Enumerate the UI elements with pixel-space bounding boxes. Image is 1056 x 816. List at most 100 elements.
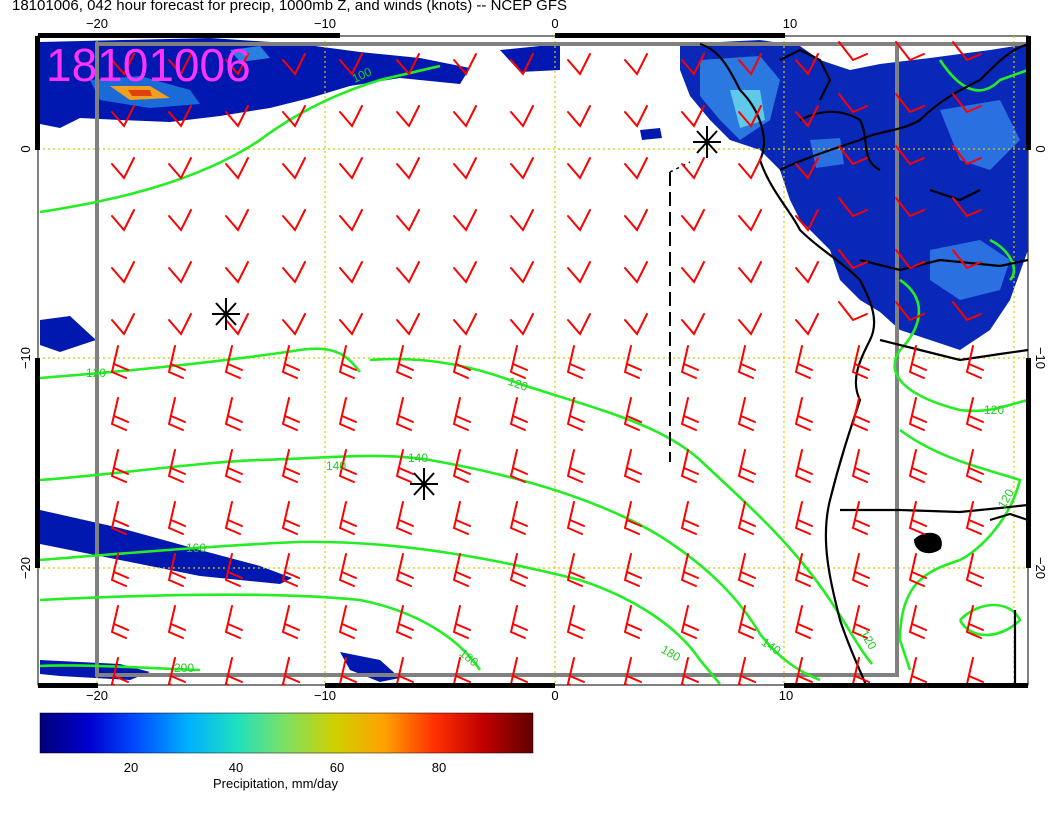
wind-barb	[838, 301, 868, 321]
wind-barb	[339, 53, 363, 76]
wind-barb	[895, 145, 925, 165]
lon-labels-top: −20 −10 0 10	[86, 16, 797, 31]
wind-barb	[681, 313, 705, 336]
wind-barb	[852, 345, 870, 379]
graticule	[38, 36, 1028, 685]
wind-barb	[396, 157, 420, 180]
wind-barb	[339, 553, 357, 587]
contour-label: 200	[174, 661, 194, 675]
wind-barb	[681, 345, 699, 379]
wind-barb	[567, 449, 585, 483]
storm-markers	[212, 126, 721, 500]
wind-barb	[282, 605, 300, 639]
wind-barb	[909, 605, 927, 639]
wind-barb	[952, 197, 982, 217]
wind-barb	[282, 105, 306, 128]
wind-barb	[624, 657, 642, 685]
wind-barb	[225, 605, 243, 639]
wind-barb	[339, 105, 363, 128]
wind-barb	[396, 345, 414, 379]
contour-label: 120	[984, 403, 1004, 417]
contour-label: 120	[506, 374, 530, 394]
wind-barb	[681, 53, 705, 76]
wind-barb	[624, 501, 642, 535]
wind-barb	[681, 209, 705, 232]
wind-barb	[396, 313, 420, 336]
wind-barb	[510, 53, 534, 76]
wind-barb	[909, 449, 927, 483]
wind-barb	[838, 249, 868, 269]
wind-barb	[738, 501, 756, 535]
wind-barb	[396, 53, 420, 76]
wind-barb	[895, 301, 925, 321]
wind-barb	[681, 105, 705, 128]
wind-barb	[225, 397, 243, 431]
wind-barb	[567, 657, 585, 685]
wind-barb	[966, 657, 984, 685]
lat-tick-label: −10	[18, 347, 33, 369]
wind-barb	[567, 313, 591, 336]
wind-barb	[895, 93, 925, 113]
wind-barb	[339, 313, 363, 336]
wind-barb	[339, 501, 357, 535]
contour-label: 140	[326, 459, 346, 473]
date-stamp: 18101006	[46, 39, 251, 91]
wind-barb	[339, 449, 357, 483]
contour-label: 120	[86, 366, 106, 380]
wind-barb	[738, 157, 762, 180]
lon-tick-label: −10	[314, 16, 336, 31]
wind-barb	[453, 657, 471, 685]
wind-barb	[895, 197, 925, 217]
wind-barb	[111, 105, 135, 128]
storm-marker	[212, 298, 240, 330]
colorbar-tick-label: 80	[431, 760, 447, 775]
wind-barb	[339, 397, 357, 431]
wind-barb	[225, 209, 249, 232]
wind-barb	[168, 209, 192, 232]
wind-barb	[681, 501, 699, 535]
wind-barb	[225, 313, 249, 336]
map-title: 18101006, 042 hour forecast for precip, …	[12, 0, 567, 14]
wind-barb	[838, 197, 868, 217]
wind-barb	[282, 501, 300, 535]
wind-barb	[567, 501, 585, 535]
wind-barb	[952, 93, 982, 113]
contour-label: 160	[186, 541, 206, 555]
wind-barb	[681, 261, 705, 284]
lon-tick-label: 0	[551, 688, 558, 703]
wind-barb	[282, 157, 306, 180]
wind-barb	[966, 553, 984, 587]
wind-barb	[168, 605, 186, 639]
wind-barb	[168, 397, 186, 431]
wind-barb	[168, 157, 192, 180]
wind-barb	[909, 501, 927, 535]
wind-barb	[396, 501, 414, 535]
wind-barb	[624, 157, 648, 180]
axis-bars	[35, 33, 1031, 688]
wind-barb	[339, 261, 363, 284]
wind-barb	[339, 157, 363, 180]
lat-labels-right: 0 −10 −20	[1033, 145, 1048, 579]
wind-barb	[453, 209, 477, 232]
wind-barb	[567, 157, 591, 180]
storm-marker	[693, 126, 721, 158]
wind-barb	[168, 313, 192, 336]
contour-160	[39, 540, 721, 685]
wind-barb	[510, 501, 528, 535]
contour-180	[39, 593, 482, 671]
wind-barb	[738, 605, 756, 639]
wind-barb	[852, 553, 870, 587]
wind-barb	[738, 313, 762, 336]
wind-barb	[111, 501, 129, 535]
wind-barb	[225, 261, 249, 284]
wind-barb	[453, 449, 471, 483]
wind-barb	[738, 657, 756, 685]
lon-labels-bottom: −20 −10 0 10	[86, 688, 793, 703]
wind-barb	[738, 209, 762, 232]
wind-barb	[282, 53, 306, 76]
wind-barb	[681, 605, 699, 639]
wind-barb	[339, 657, 357, 685]
wind-barb	[738, 345, 756, 379]
wind-barb	[282, 553, 300, 587]
wind-barb	[111, 449, 129, 483]
